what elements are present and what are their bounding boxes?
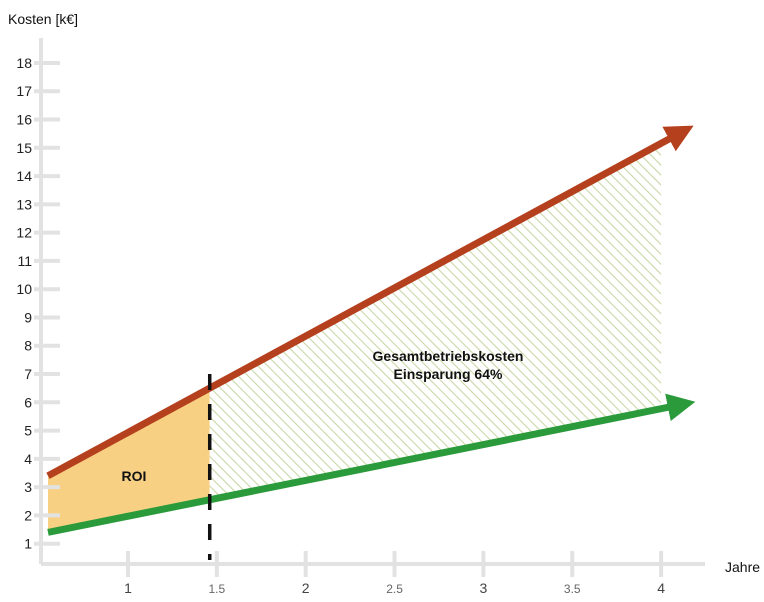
- savings-label-line1: Gesamtbetriebskosten: [373, 348, 524, 364]
- y-tick-label: 10: [16, 281, 32, 297]
- y-tick-label: 4: [24, 451, 32, 467]
- y-tick-label: 15: [16, 140, 32, 156]
- y-tick-label: 16: [16, 112, 32, 128]
- y-tick-label: 11: [17, 253, 32, 269]
- y-axis-label: Kosten [k€]: [8, 11, 78, 27]
- y-tick-label: 7: [24, 366, 32, 382]
- roi-label: ROI: [122, 468, 147, 484]
- x-tick-label: 3: [480, 580, 488, 596]
- y-tick-label: 6: [24, 394, 32, 410]
- y-tick-label: 12: [16, 225, 32, 241]
- y-tick-label: 1: [24, 536, 32, 552]
- x-tick-label: 2.5: [386, 582, 403, 596]
- x-tick-label: 3.5: [564, 582, 581, 596]
- y-tick-label: 14: [16, 168, 32, 184]
- series-line-green: [47, 393, 696, 536]
- y-tick-label: 13: [16, 196, 32, 212]
- y-tick-label: 17: [16, 83, 32, 99]
- savings-area: [209, 143, 662, 500]
- x-tick-label: 2: [302, 580, 310, 596]
- series-lines: [46, 125, 696, 560]
- x-tick-label: 4: [657, 580, 665, 596]
- filled-regions: [48, 143, 662, 533]
- x-tick-label: 1.5: [208, 582, 225, 596]
- y-tick-label: 5: [24, 423, 32, 439]
- roi-area: [48, 388, 210, 533]
- series-line-red: [46, 125, 694, 479]
- y-tick-label: 2: [24, 507, 32, 523]
- labels: Kosten [k€] Jahre ROI Gesamtbetriebskost…: [8, 11, 760, 575]
- savings-label-line2: Einsparung 64%: [394, 366, 503, 382]
- y-tick-label: 3: [24, 479, 32, 495]
- x-tick-label: 1: [124, 580, 132, 596]
- y-tick-label: 18: [16, 55, 32, 71]
- y-tick-label: 8: [24, 338, 32, 354]
- x-axis-label: Jahre: [725, 559, 760, 575]
- y-tick-label: 9: [24, 309, 32, 325]
